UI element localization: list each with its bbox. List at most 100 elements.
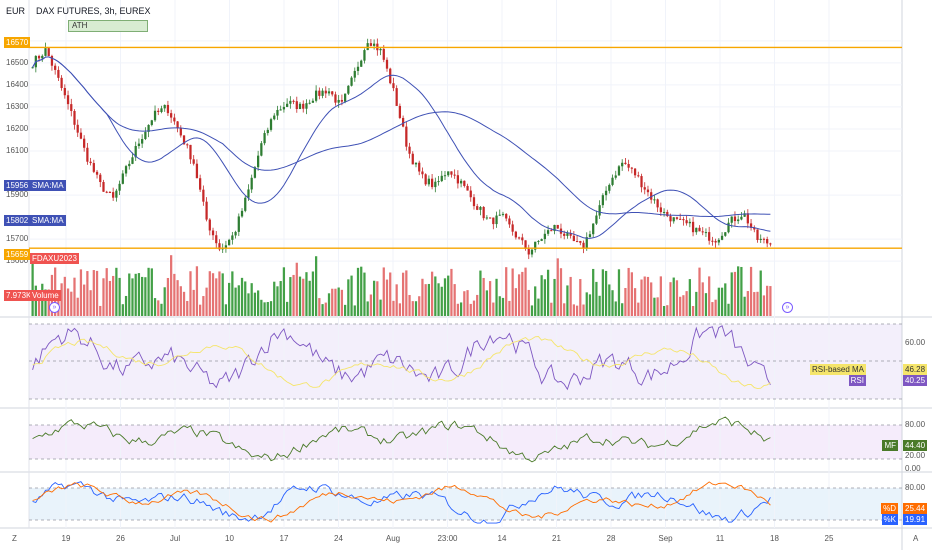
volume-bar [592, 268, 595, 316]
candle-body [556, 224, 559, 229]
candle-body [179, 128, 182, 136]
volume-bar [247, 293, 250, 316]
symbol-title[interactable]: DAX FUTURES, 3h, EUREX [36, 6, 151, 16]
candle-body [492, 217, 495, 225]
indicator-toggle-icon[interactable]: » [49, 302, 60, 313]
volume-bar [228, 282, 231, 316]
candle-body [759, 238, 762, 241]
candle-body [128, 163, 131, 167]
volume-bar [656, 297, 659, 316]
candle-body [543, 233, 546, 240]
candle-body [302, 103, 305, 109]
stoch-d-line [32, 481, 771, 523]
candle-body [733, 216, 737, 222]
volume-bar [650, 282, 653, 316]
volume-bar [476, 294, 479, 316]
volume-bar [47, 289, 50, 316]
candle-body [331, 91, 334, 95]
candle-body [724, 232, 727, 236]
candle-body [289, 100, 292, 104]
x-axis-tick: Aug [385, 534, 401, 543]
rsi-ma-line [32, 336, 771, 390]
candle-body [588, 234, 592, 238]
volume-bar [730, 272, 733, 316]
candle-body [195, 163, 199, 179]
candle-body [405, 126, 408, 147]
volume-bar [166, 277, 170, 316]
volume-bar [66, 288, 70, 316]
volume-bar [720, 287, 724, 316]
candle-body [192, 159, 195, 164]
volume-bar [414, 301, 418, 316]
candle-body [260, 143, 263, 156]
volume-bar [144, 277, 147, 316]
volume-bar [337, 287, 340, 316]
volume-bar [711, 302, 714, 316]
candle-body [118, 183, 121, 191]
candle-body [250, 177, 253, 190]
candle-body [208, 219, 211, 231]
candle-body [427, 178, 431, 185]
timezone-corner[interactable]: Z [12, 534, 17, 543]
stoch-d-label: %D [881, 503, 898, 514]
x-axis-tick: Sep [658, 534, 673, 543]
volume-bar [408, 294, 411, 316]
candle-body [141, 139, 144, 144]
candle-body [131, 157, 134, 164]
volume-bar [273, 281, 276, 316]
x-axis-tick: 18 [770, 534, 779, 543]
candle-body [215, 235, 218, 244]
volume-bar [398, 303, 402, 316]
volume-bar [195, 266, 199, 316]
candle-body [401, 117, 405, 127]
candle-body [205, 201, 208, 220]
volume-bar [682, 295, 685, 316]
candle-body [353, 70, 356, 78]
candle-body [714, 240, 717, 243]
candle-body [424, 174, 427, 185]
volume-bar [611, 290, 614, 316]
volume-bar [182, 291, 186, 316]
volume-bar [218, 271, 221, 316]
auto-scale-corner[interactable]: A [913, 534, 919, 543]
candle-body [421, 171, 424, 175]
candle-body [327, 91, 331, 94]
x-axis-tick: 17 [279, 534, 289, 543]
candle-body [279, 109, 282, 111]
x-axis-tick: 25 [824, 534, 834, 543]
candle-body [89, 161, 92, 164]
volume-bar [44, 289, 47, 316]
candle-body [537, 240, 540, 242]
currency-label[interactable]: EUR [6, 6, 26, 16]
candle-body [669, 216, 672, 222]
volume-bar [617, 269, 621, 316]
candle-body [479, 206, 482, 210]
scroll-to-realtime-icon[interactable]: » [782, 302, 793, 313]
volume-bar [379, 299, 382, 316]
volume-bar [263, 302, 266, 316]
volume-bar [240, 277, 244, 316]
volume-bar [450, 268, 453, 316]
candle-body [173, 117, 176, 122]
candle-body [379, 48, 382, 51]
volume-bar [447, 275, 450, 316]
volume-bar [492, 302, 495, 316]
ath-annotation[interactable]: ATH [68, 20, 148, 32]
volume-bar [266, 302, 269, 316]
volume-bar [250, 283, 253, 316]
mfi-line [32, 416, 771, 463]
candle-body [485, 217, 489, 219]
volume-bar [63, 276, 66, 316]
volume-bar [566, 285, 569, 316]
candle-body [646, 189, 650, 193]
volume-bar [733, 271, 737, 316]
candle-body [766, 239, 769, 244]
candle-body [666, 211, 669, 217]
candle-body [611, 177, 614, 185]
candle-body [701, 231, 704, 233]
volume-bar [292, 274, 295, 316]
volume-bar [314, 256, 318, 316]
candle-body [514, 231, 517, 238]
